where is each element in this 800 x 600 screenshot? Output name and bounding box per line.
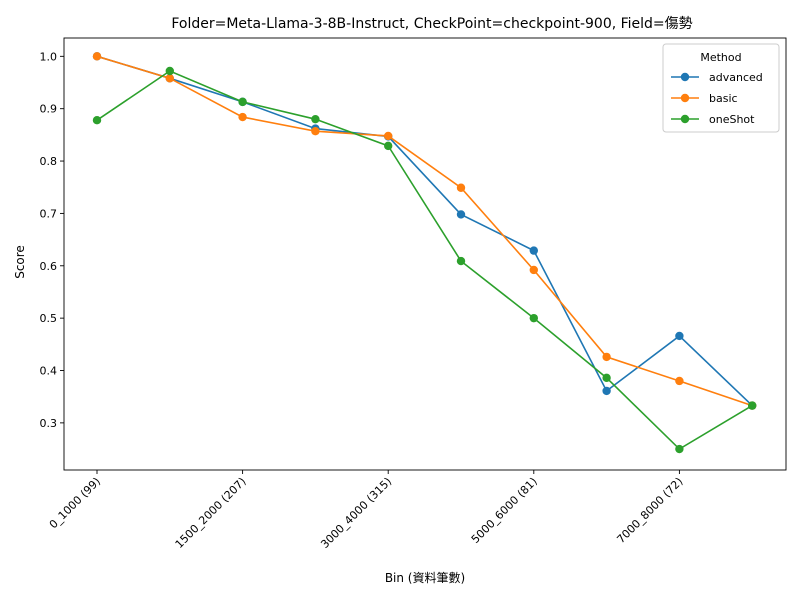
data-point-advanced-6: [529, 246, 538, 255]
data-point-basic-8: [675, 376, 684, 386]
x-tick-label: 0_1000 (99): [47, 475, 103, 531]
legend-label-oneShot: oneShot: [709, 113, 755, 126]
x-tick-label: 5000_6000 (81): [469, 475, 540, 546]
data-point-oneShot-5: [456, 256, 466, 266]
y-tick-label: 1.0: [40, 50, 58, 63]
chart-title: Folder=Meta-Llama-3-8B-Instruct, CheckPo…: [171, 16, 692, 32]
data-point-basic-1: [165, 74, 174, 83]
data-point-oneShot-0: [92, 116, 102, 125]
data-point-oneShot-1: [165, 66, 174, 76]
y-tick-label: 0.5: [40, 312, 58, 325]
data-point-oneShot-9: [748, 401, 757, 410]
data-point-oneShot-4: [384, 141, 393, 151]
data-point-basic-3: [311, 127, 320, 136]
y-tick-label: 0.4: [40, 365, 58, 378]
series-line-advanced: [96, 55, 753, 407]
data-point-oneShot-3: [311, 114, 320, 124]
x-axis-label: Bin (資料筆數): [385, 571, 465, 585]
x-tick-label: 3000_4000 (315): [318, 475, 394, 551]
data-point-basic-5: [456, 183, 466, 192]
legend-title: Method: [700, 51, 741, 64]
x-tick-label: 7000_8000 (72): [614, 475, 685, 546]
legend-marker-oneShot: [680, 114, 690, 124]
data-point-basic-4: [384, 131, 393, 141]
data-point-oneShot-7: [602, 373, 611, 383]
data-point-advanced-8: [675, 331, 684, 341]
legend-marker-advanced: [680, 72, 690, 82]
x-tick-label: 1500_2000 (207): [173, 475, 249, 551]
axes-frame: [63, 37, 787, 471]
series-line-oneShot: [96, 70, 753, 451]
data-point-basic-0: [92, 52, 102, 61]
y-tick-label: 0.7: [40, 207, 58, 220]
y-axis-label: Score: [13, 245, 27, 279]
data-point-oneShot-6: [529, 313, 538, 323]
data-point-basic-2: [238, 112, 247, 122]
y-tick-label: 0.9: [40, 103, 58, 116]
data-point-advanced-5: [456, 210, 466, 219]
y-tick-label: 0.3: [40, 417, 58, 430]
data-point-basic-6: [529, 265, 538, 275]
legend: Method advanced basic oneShot: [662, 43, 780, 133]
legend-label-basic: basic: [709, 92, 738, 105]
data-point-advanced-7: [602, 386, 611, 396]
y-tick-label: 0.6: [40, 260, 58, 273]
y-tick-label: 0.8: [40, 155, 58, 168]
data-point-oneShot-2: [238, 97, 247, 107]
legend-label-advanced: advanced: [709, 71, 763, 84]
legend-marker-basic: [680, 93, 690, 103]
series-line-basic: [96, 55, 753, 407]
data-point-oneShot-8: [675, 444, 684, 454]
data-point-basic-7: [602, 352, 611, 362]
legend-box: [662, 43, 780, 133]
